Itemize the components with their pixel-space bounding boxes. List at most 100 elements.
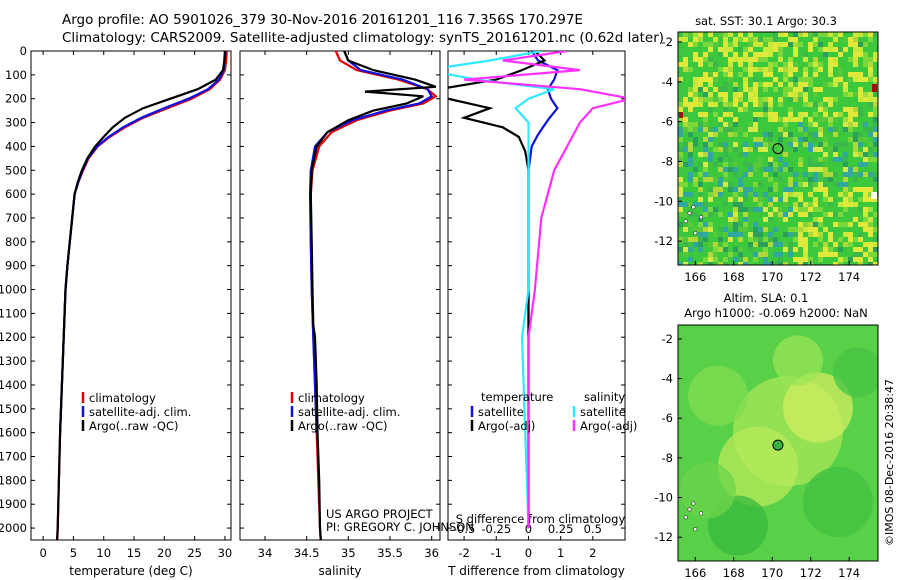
x-tick-label: 20: [157, 546, 172, 560]
depth-tick-label: 100: [5, 68, 27, 82]
x-tick-label: 36: [424, 546, 439, 560]
legend-label: satellite-adj. clim.: [298, 405, 400, 419]
lat-tick-label: -10: [654, 491, 673, 505]
x-tick-label: 2: [589, 546, 596, 560]
lon-tick-label: 172: [800, 566, 822, 580]
island-mark: [688, 508, 692, 512]
legend-label: satellite: [478, 405, 524, 419]
legend-label: Argo(-adj): [478, 419, 535, 433]
depth-tick-label: 1700: [0, 450, 27, 464]
legend-group-title: temperature: [481, 390, 553, 404]
map2-title-line-1: Altim. SLA: 0.1: [724, 291, 809, 305]
depth-tick-label: 1500: [0, 402, 27, 416]
panel-temperature: 0100200300400500600700800900100011001200…: [0, 44, 232, 578]
depth-tick-label: 700: [5, 211, 27, 225]
x-tick-label: 10: [96, 546, 111, 560]
lat-tick-label: -4: [662, 75, 673, 89]
series-0-2: [57, 51, 225, 540]
legend-label: climatology: [89, 391, 156, 405]
depth-tick-label: 500: [5, 163, 27, 177]
lat-tick-label: -8: [662, 154, 673, 168]
depth-tick-label: 800: [5, 235, 27, 249]
panel-salinity: 34 34.5 35 35.5 36 salinity climatologysatelli…: [240, 51, 440, 578]
legend-label: Argo(-adj): [580, 419, 637, 433]
lat-tick-label: -8: [662, 451, 673, 465]
island-mark: [694, 527, 698, 531]
x-tick-label: -1: [491, 546, 502, 560]
series-2-0: [529, 51, 558, 528]
series-2-3: [464, 51, 631, 528]
x-tick-label: 35: [341, 546, 356, 560]
depth-tick-label: 900: [5, 259, 27, 273]
depth-tick-label: 1900: [0, 497, 27, 511]
map-sla: -2 -4 -6 -8 -10 -12 166 168 170 172 174: [654, 325, 883, 580]
argo-profile-figure: 0100200300400500600700800900100011001200…: [0, 0, 900, 580]
panel-frame: [448, 51, 625, 540]
lon-tick-label: 170: [761, 566, 783, 580]
island-mark: [694, 231, 698, 235]
argo-position-marker: [773, 440, 783, 450]
legend-label: climatology: [298, 391, 365, 405]
depth-tick-label: 1200: [0, 330, 27, 344]
lon-tick-label: 168: [723, 270, 745, 284]
depth-tick-label: 0: [20, 44, 27, 58]
map2-title-line-2: Argo h1000: -0.069 h2000: NaN: [684, 306, 868, 320]
depth-tick-label: 1300: [0, 354, 27, 368]
lat-tick-label: -2: [662, 35, 673, 49]
x-axis-label: temperature (deg C): [69, 564, 192, 578]
lon-tick-label: 174: [838, 566, 860, 580]
map1-title: sat. SST: 30.1 Argo: 30.3: [695, 14, 837, 28]
island-mark: [692, 205, 696, 209]
x-tick-label: 0: [39, 546, 46, 560]
lon-tick-label: 174: [838, 270, 860, 284]
annotation-line-1: US ARGO PROJECT: [326, 507, 434, 521]
legend-label: Argo(..raw -QC): [89, 419, 179, 433]
depth-tick-label: 1800: [0, 473, 27, 487]
depth-tick-label: 1600: [0, 426, 27, 440]
lat-tick-label: -6: [662, 115, 673, 129]
lat-tick-label: -2: [662, 332, 673, 346]
legend-group-title: salinity: [584, 390, 625, 404]
x-tick-label: 5: [70, 546, 77, 560]
lat-tick-label: -12: [654, 530, 673, 544]
lon-tick-label: 172: [800, 270, 822, 284]
x-tick-label: 34: [258, 546, 273, 560]
depth-tick-label: 300: [5, 116, 27, 130]
lon-tick-label: 166: [684, 566, 706, 580]
x-tick-label: 0: [525, 546, 532, 560]
x-axis-label: T difference from climatology: [447, 564, 625, 578]
island-mark: [699, 215, 703, 219]
x2-axis-label: S difference from climatology: [456, 512, 626, 526]
x-tick-label: 34.5: [294, 546, 320, 560]
lon-tick-label: 166: [684, 270, 706, 284]
legend-label: Argo(..raw -QC): [298, 419, 388, 433]
depth-tick-label: 400: [5, 139, 27, 153]
series-1-0: [311, 51, 436, 542]
depth-tick-label: 200: [5, 92, 27, 106]
lat-tick-label: -12: [654, 234, 673, 248]
island-mark: [692, 502, 696, 506]
depth-tick-label: 2000: [0, 521, 27, 535]
series-1-1: [310, 51, 432, 433]
series-0-0: [57, 51, 227, 542]
depth-tick-label: 1100: [0, 306, 27, 320]
x-axis-label: salinity: [318, 564, 361, 578]
panel-difference: -2 -1 0 1 2 -0.5 -0.25 0 0.25 0.5S difference fro…: [426, 51, 638, 578]
lat-tick-label: -4: [662, 372, 673, 386]
lat-tick-label: -10: [654, 194, 673, 208]
x-tick-label: 30: [218, 546, 233, 560]
x-tick-label: 1: [557, 546, 564, 560]
lon-tick-label: 168: [723, 566, 745, 580]
series-1-2: [311, 51, 436, 540]
island-mark: [699, 512, 703, 516]
x-tick-label: 35.5: [377, 546, 403, 560]
x-tick-label: 25: [187, 546, 202, 560]
island-mark: [684, 516, 688, 520]
legend-label: satellite-adj. clim.: [89, 405, 191, 419]
depth-tick-label: 1000: [0, 283, 27, 297]
island-mark: [684, 219, 688, 223]
map-sst: -2 -4 -6 -8 -10 -12 166 168 170 172 174: [654, 32, 878, 284]
copyright-side-label: ©IMOS 08-Dec-2016 20:38:47: [883, 379, 896, 546]
